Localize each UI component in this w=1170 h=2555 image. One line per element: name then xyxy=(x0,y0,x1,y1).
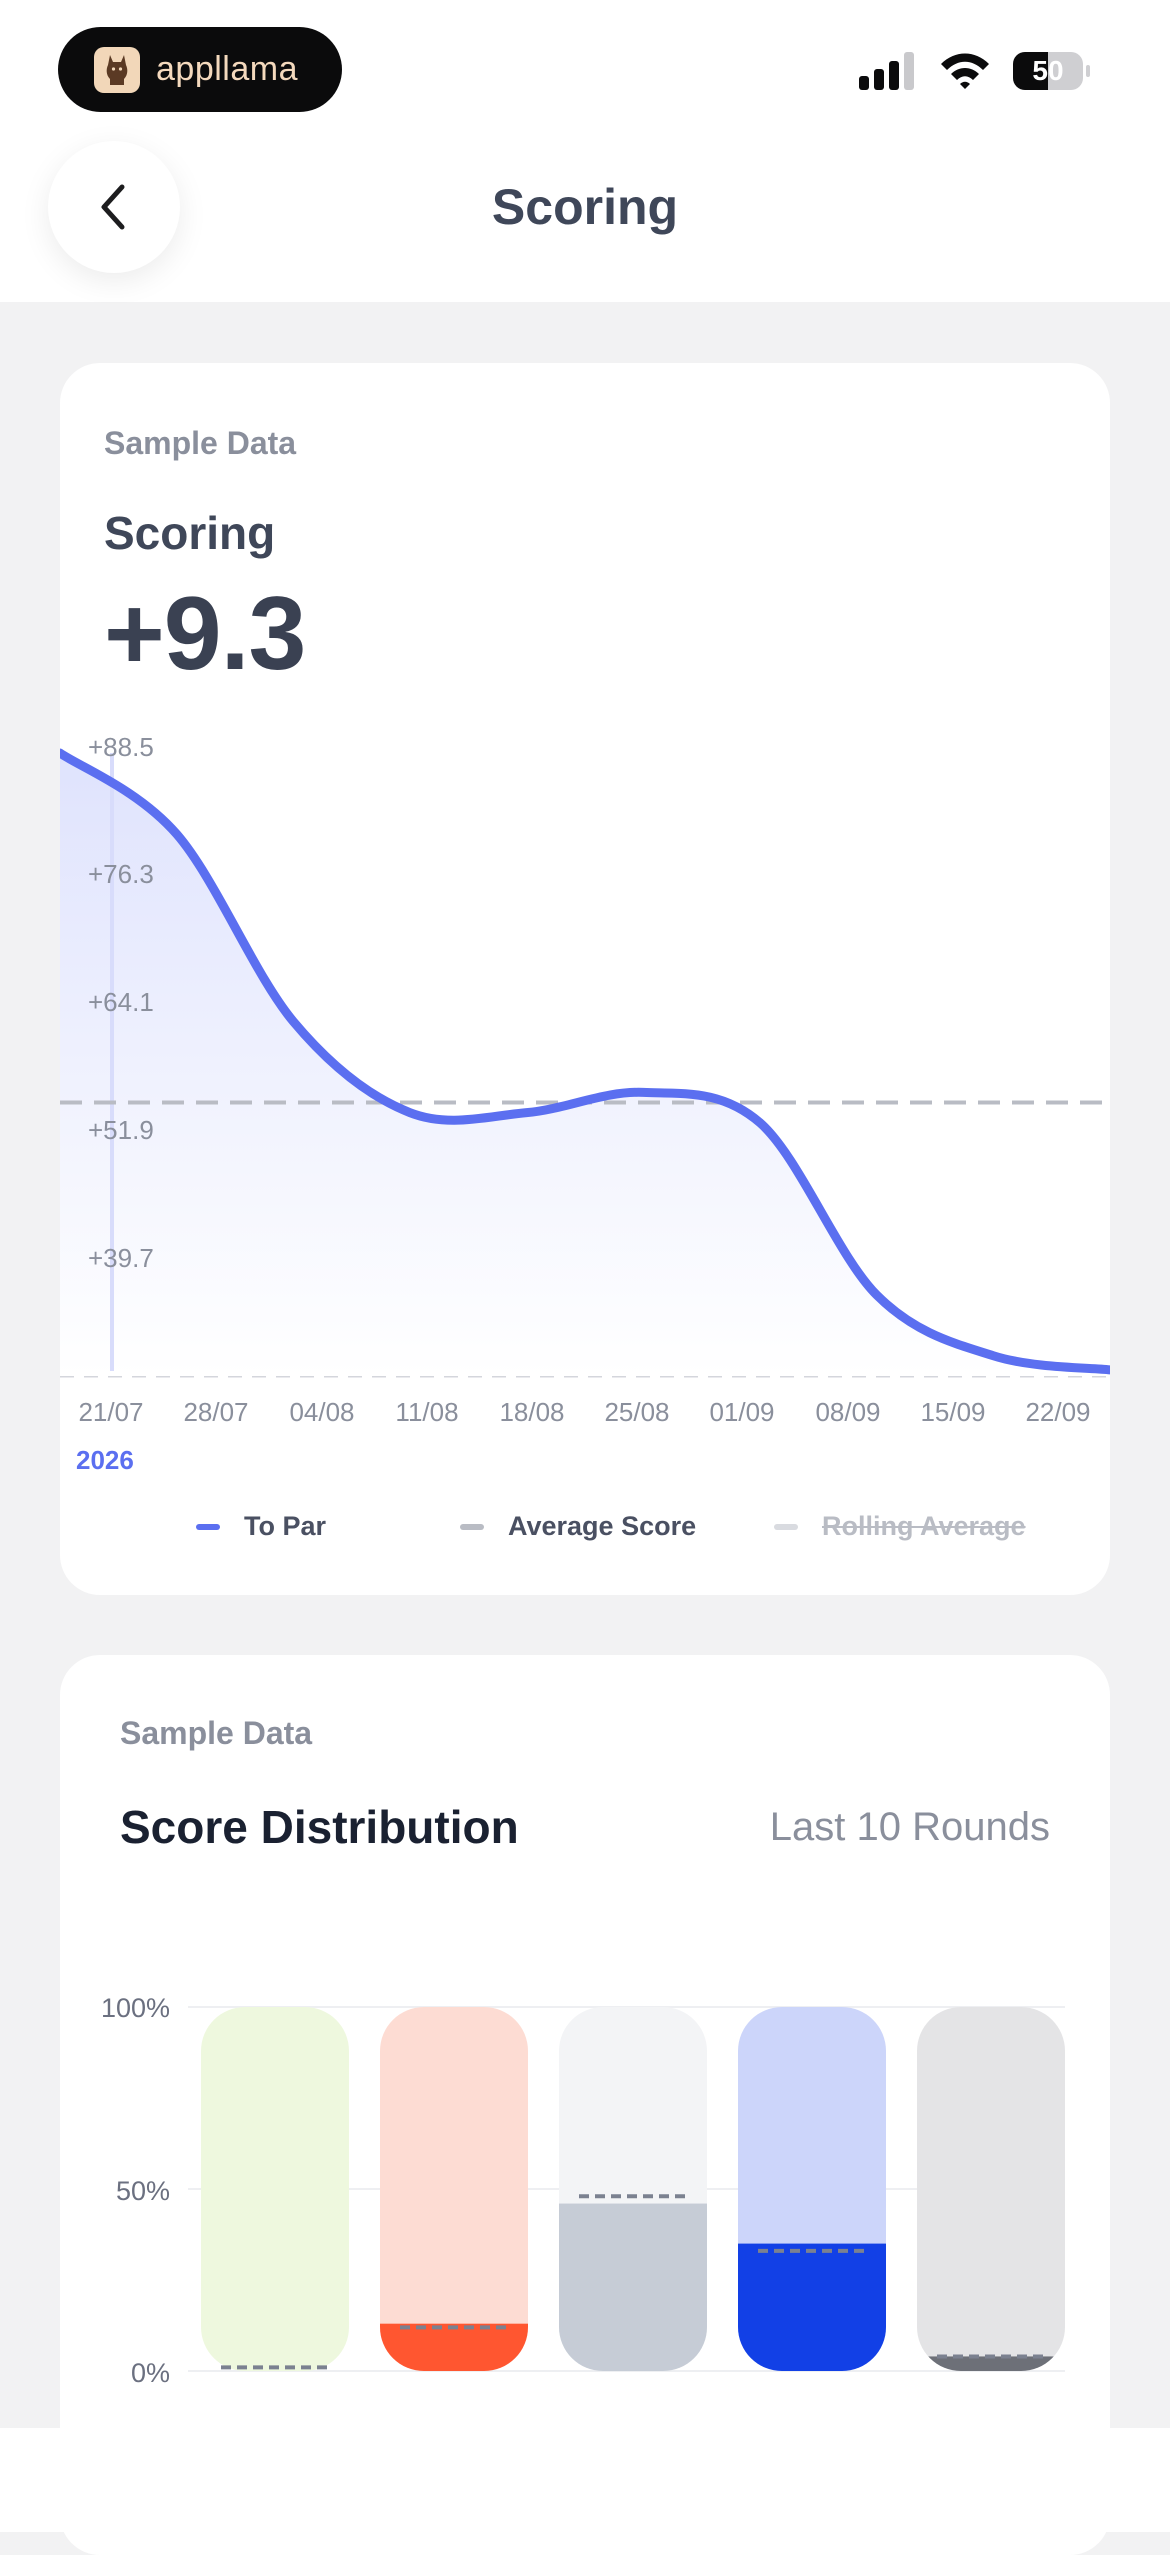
distribution-bar-chart[interactable]: 100% 50% 0% xyxy=(60,1655,1110,2555)
battery-icon: 50 xyxy=(1013,52,1083,90)
to-par-line xyxy=(60,748,1110,1375)
y-tick-label: +76.3 xyxy=(88,859,154,889)
bar-fill xyxy=(559,2203,707,2371)
legend-swatch xyxy=(196,1523,220,1530)
legend-rolling-average[interactable]: Rolling Average xyxy=(774,1511,1026,1542)
llama-logo-icon xyxy=(94,46,140,93)
distribution-bar xyxy=(201,2007,349,2371)
app-indicator-pill[interactable]: appllama xyxy=(58,27,342,112)
distribution-bar xyxy=(917,2007,1065,2371)
x-tick-label: 22/09 xyxy=(1025,1397,1090,1427)
scoring-card: Sample Data Scoring +9.3 +88.5 +76.3 +64.1… xyxy=(60,363,1110,1595)
y-tick-label: 0% xyxy=(131,2358,170,2388)
chevron-left-icon xyxy=(101,184,125,230)
legend-swatch xyxy=(774,1523,798,1530)
top-header: appllama 50 Scoring xyxy=(0,0,1170,302)
legend-swatch xyxy=(460,1523,484,1530)
sample-data-label: Sample Data xyxy=(104,425,297,461)
bar-fill xyxy=(380,2323,528,2371)
scoring-value: +9.3 xyxy=(104,576,306,692)
bar-fill xyxy=(917,2356,1065,2371)
bar-track xyxy=(380,2007,528,2371)
app-name: appllama xyxy=(156,50,298,88)
legend-average-score[interactable]: Average Score xyxy=(460,1511,696,1542)
wifi-icon xyxy=(941,53,989,89)
score-distribution-card: Sample Data Score Distribution Last 10 R… xyxy=(60,1655,1110,2555)
back-button[interactable] xyxy=(48,141,180,273)
cellular-signal-icon xyxy=(859,52,914,90)
page-title: Scoring xyxy=(491,179,679,235)
sample-data-label: Sample Data xyxy=(120,1715,313,1751)
y-tick-label: +88.5 xyxy=(88,732,154,762)
legend-to-par[interactable]: To Par xyxy=(196,1511,326,1542)
y-tick-label: 100% xyxy=(101,1993,170,2023)
bottom-area xyxy=(0,2428,1170,2532)
bar-track xyxy=(917,2007,1065,2371)
y-tick-label: 50% xyxy=(116,2176,170,2206)
chart-legend: To Par Average Score Rolling Average xyxy=(60,1511,1110,1551)
bar-fill xyxy=(738,2243,886,2371)
x-tick-label: 04/08 xyxy=(289,1397,354,1427)
distribution-title: Score Distribution xyxy=(120,1801,519,1853)
x-tick-label: 08/09 xyxy=(815,1397,880,1427)
y-tick-label: +39.7 xyxy=(88,1243,154,1273)
legend-label: Average Score xyxy=(508,1511,697,1541)
x-tick-label: 01/09 xyxy=(709,1397,774,1427)
distribution-bar xyxy=(738,2007,886,2371)
x-tick-label: 11/08 xyxy=(395,1397,458,1427)
legend-label: Rolling Average xyxy=(822,1511,1026,1541)
year-label: 2026 xyxy=(76,1445,134,1475)
x-tick-label: 18/08 xyxy=(499,1397,564,1427)
x-tick-label: 28/07 xyxy=(183,1397,248,1427)
distribution-bar xyxy=(380,2007,528,2371)
battery-level: 50 xyxy=(1032,55,1064,86)
y-tick-label: +51.9 xyxy=(88,1115,154,1145)
scoring-card-title: Scoring xyxy=(104,507,276,559)
x-tick-label: 21/07 xyxy=(78,1397,143,1427)
x-tick-label: 25/08 xyxy=(604,1397,669,1427)
to-par-area xyxy=(60,753,1110,1376)
range-label[interactable]: Last 10 Rounds xyxy=(769,1805,1050,1849)
scoring-line-chart[interactable]: +88.5 +76.3 +64.1 +51.9 +39.7 21/07 28/07 04/08… xyxy=(60,363,1110,1513)
bar-track xyxy=(201,2007,349,2371)
x-tick-label: 15/09 xyxy=(920,1397,985,1427)
distribution-bar xyxy=(559,2007,707,2371)
y-tick-label: +64.1 xyxy=(88,987,154,1017)
legend-label: To Par xyxy=(244,1511,327,1541)
status-icons: 50 xyxy=(859,52,1090,90)
